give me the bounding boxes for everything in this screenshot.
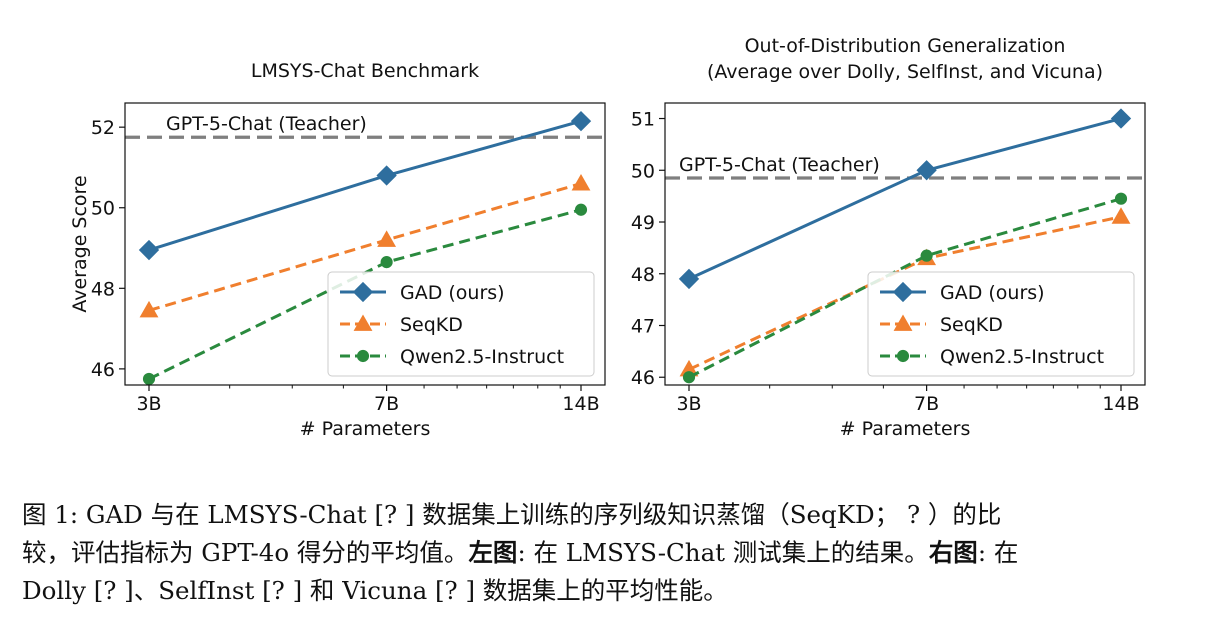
legend-label-1: GAD (ours) xyxy=(400,282,505,304)
series-2-point-3 xyxy=(571,174,591,191)
legend-label-2: SeqKD xyxy=(940,314,1003,336)
legend-marker-2 xyxy=(353,314,373,331)
chart-title: LMSYS-Chat Benchmark xyxy=(251,60,479,82)
series-1-point-2 xyxy=(376,165,397,186)
figure-caption: 图 1: GAD 与在 LMSYS-Chat [? ] 数据集上训练的序列级知识… xyxy=(22,496,1212,610)
series-1-point-1 xyxy=(678,268,700,290)
figure-charts: LMSYS-Chat Benchmark GPT-5-Chat (Teacher)… xyxy=(69,35,1146,440)
y-tick-label: 50 xyxy=(91,198,115,220)
legend-marker-3 xyxy=(896,349,910,363)
legend-marker-3 xyxy=(356,349,370,363)
caption-right-label: 右图 xyxy=(928,538,978,567)
caption-line-2-middle: : 在 LMSYS-Chat 测试集上的结果。 xyxy=(517,538,929,567)
x-axis-label: # Parameters xyxy=(300,418,431,440)
chart-panel-2: Out-of-Distribution Generalization (Avera… xyxy=(631,35,1146,440)
series-1-point-1 xyxy=(138,239,160,261)
caption-line-1: 图 1: GAD 与在 LMSYS-Chat [? ] 数据集上训练的序列级知识… xyxy=(22,500,1002,529)
y-axis-label: Average Score xyxy=(69,175,91,312)
teacher-reference-label: GPT-5-Chat (Teacher) xyxy=(166,113,367,135)
chart-subtitle: (Average over Dolly, SelfInst, and Vicun… xyxy=(707,61,1103,83)
x-tick-label: 3B xyxy=(676,393,701,415)
series-2-point-1 xyxy=(139,300,159,318)
legend-marker-1 xyxy=(352,281,374,303)
legend: GAD (ours) SeqKD Qwen2.5-Instruct xyxy=(867,271,1135,377)
legend-box xyxy=(867,271,1135,377)
caption-line-2-end: : 在 xyxy=(977,538,1019,567)
y-tick-label: 48 xyxy=(91,278,115,300)
legend-marker-2 xyxy=(893,314,913,331)
series-1-point-3 xyxy=(570,110,592,132)
y-tick-label: 52 xyxy=(91,117,115,139)
x-axis-label: # Parameters xyxy=(840,418,971,440)
series-3-point-1 xyxy=(682,371,696,384)
series-3-point-1 xyxy=(142,372,156,386)
y-tick-label: 46 xyxy=(91,359,115,381)
series-line-1 xyxy=(688,117,1122,281)
series-line-1 xyxy=(148,119,582,252)
legend: GAD (ours) SeqKD Qwen2.5-Instruct xyxy=(327,271,595,377)
chart-title: Out-of-Distribution Generalization xyxy=(745,35,1066,57)
y-tick-label: 49 xyxy=(631,212,655,234)
x-tick-label: 14B xyxy=(1102,393,1139,415)
caption-line-3: Dolly [? ]、SelfInst [? ] 和 Vicuna [? ] 数… xyxy=(22,576,728,605)
y-tick-label: 48 xyxy=(631,264,655,286)
series-3-point-2 xyxy=(380,256,393,269)
teacher-reference-label: GPT-5-Chat (Teacher) xyxy=(679,154,880,176)
caption-line-2: 较，评估指标为 GPT-4o 得分的平均值。左图: 在 LMSYS-Chat 测… xyxy=(22,534,1212,572)
y-tick-label: 46 xyxy=(631,367,655,389)
y-tick-label: 51 xyxy=(631,109,655,131)
x-tick-label: 7B xyxy=(374,393,399,415)
legend-label-3: Qwen2.5-Instruct xyxy=(940,346,1104,368)
series-3-point-3 xyxy=(574,203,588,216)
chart-panel-1: LMSYS-Chat Benchmark GPT-5-Chat (Teacher)… xyxy=(69,60,606,440)
x-tick-label: 14B xyxy=(562,393,599,415)
series-2-point-2 xyxy=(377,230,397,247)
y-tick-label: 50 xyxy=(631,160,655,182)
caption-left-label: 左图 xyxy=(468,538,518,567)
y-tick-label: 47 xyxy=(631,315,655,337)
plot-frame xyxy=(664,102,1146,386)
series-3-point-3 xyxy=(1114,192,1128,205)
legend-label-3: Qwen2.5-Instruct xyxy=(400,346,564,368)
legend-label-1: GAD (ours) xyxy=(940,282,1045,304)
series-1-point-3 xyxy=(1110,108,1132,129)
plot-frame xyxy=(124,102,606,386)
series-line-3 xyxy=(688,197,1122,379)
legend-marker-1 xyxy=(892,281,914,303)
x-tick-label: 7B xyxy=(914,393,939,415)
series-3-point-2 xyxy=(920,249,933,262)
series-2-point-3 xyxy=(1111,207,1131,224)
legend-label-2: SeqKD xyxy=(400,314,463,336)
x-tick-label: 3B xyxy=(136,393,161,415)
caption-line-2-start: 较，评估指标为 GPT-4o 得分的平均值。 xyxy=(22,538,469,567)
series-1-point-2 xyxy=(916,160,937,181)
legend-box xyxy=(327,271,595,377)
